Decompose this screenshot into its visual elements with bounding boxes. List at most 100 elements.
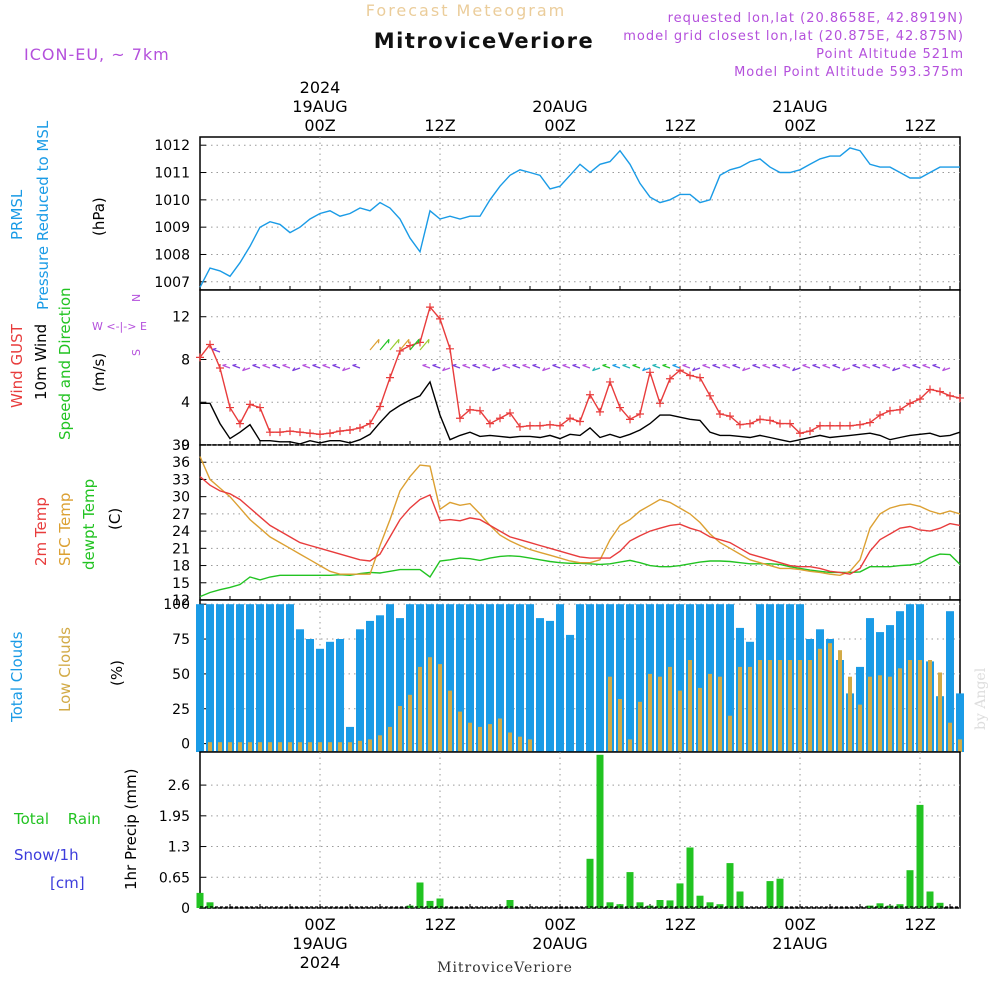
wind-direction-arrow: [442, 367, 451, 372]
low-cloud-bar: [438, 664, 442, 752]
total-cloud-bar: [366, 620, 374, 752]
wind-direction-arrow: [399, 338, 410, 351]
wind-direction-arrow: [642, 367, 651, 372]
wind-gust-marker: [286, 427, 294, 436]
wind-gust-marker: [376, 402, 384, 411]
rain-bar: [936, 902, 944, 908]
precip-unit: 1hr Precip (mm): [122, 769, 140, 890]
pressure-ytick-label: 1010: [154, 193, 190, 209]
wind-direction-arrow: [782, 363, 791, 369]
wind-gust-marker: [696, 373, 704, 382]
wind-direction-arrow: [832, 363, 841, 369]
total-cloud-bar: [446, 604, 454, 752]
wind-direction-arrow: [379, 338, 390, 351]
wind-gust-marker: [856, 420, 864, 429]
wind-ytick-label: 8: [181, 352, 190, 368]
wind-direction-arrow: [672, 363, 681, 369]
wind-ytick-label: 0: [181, 438, 190, 454]
bottom-time-label: 21AUG: [772, 934, 827, 953]
bottom-time-label: 12Z: [904, 915, 935, 934]
snow-label: Snow/1h: [14, 846, 79, 864]
bottom-time-label: 00Z: [544, 915, 575, 934]
rain-bar: [426, 900, 434, 908]
compass-south: S: [130, 349, 143, 356]
precip-ytick-label: 1.95: [159, 809, 190, 825]
wind-direction-arrow: [552, 363, 561, 369]
total-cloud-label: Total Clouds: [8, 631, 26, 723]
bottom-time-label: 2024: [300, 953, 341, 972]
wind-gust-marker: [446, 344, 454, 353]
wind-gust-marker: [566, 414, 574, 423]
prmsl-series: [199, 147, 960, 288]
wind-gust-marker: [746, 419, 754, 428]
total-cloud-bar: [946, 611, 954, 752]
wind-gust-marker: [436, 314, 444, 323]
wind-gust-marker: [316, 430, 324, 439]
temp-frame: [199, 444, 961, 601]
low-cloud-bar: [338, 742, 342, 752]
low-cloud-bar: [678, 690, 682, 752]
wind-direction-arrow: [542, 367, 551, 372]
wind-labels: Wind GUST 10m Wind Speed and Direction (…: [8, 287, 147, 440]
low-cloud-bar: [688, 660, 692, 752]
wind-gust-marker: [386, 373, 394, 382]
wind-gust-marker: [916, 395, 924, 404]
total-cloud-bar: [346, 726, 354, 752]
total-cloud-bar: [516, 604, 524, 752]
rain-bar: [726, 863, 734, 908]
total-cloud-bar: [496, 604, 504, 752]
low-cloud-bar: [408, 694, 412, 752]
pressure-ytick-label: 1008: [154, 247, 190, 263]
cloud-labels: Total Clouds Low Clouds (%): [8, 627, 126, 723]
point-altitude: Point Altitude 521m: [816, 47, 964, 62]
wind-direction-arrow: [252, 363, 261, 369]
rain-bar: [736, 891, 744, 908]
rain-bar: [196, 892, 204, 908]
wind-direction-arrow: [682, 363, 691, 369]
low-cloud-bar: [618, 699, 622, 752]
wind-gust-marker: [536, 421, 544, 430]
wind-gust-marker: [626, 415, 634, 424]
low-cloud-bar: [388, 726, 392, 752]
cloud-ytick-label: 25: [172, 702, 190, 718]
wind-gust-marker: [786, 419, 794, 428]
low-cloud-bar: [798, 660, 802, 752]
wind-gust-marker: [416, 338, 424, 347]
wind-direction-arrow: [572, 363, 581, 369]
low-cloud-bar: [718, 676, 722, 752]
wind-direction-arrow: [312, 363, 321, 369]
low-cloud-bar: [948, 722, 952, 752]
total-rain-label: Total Rain: [13, 810, 101, 828]
rain-bar: [656, 900, 664, 908]
wind-direction-arrow: [292, 367, 301, 372]
temp-unit: (C): [106, 508, 124, 530]
wind-direction-arrow: [322, 363, 331, 369]
pressure-ytick-label: 1009: [154, 220, 190, 236]
low-cloud-bar: [648, 673, 652, 752]
total-cloud-bar: [326, 641, 334, 752]
requested-coords: requested lon,lat (20.8658E, 42.8919N): [668, 11, 964, 26]
wind-direction-arrow: [632, 363, 641, 369]
rain-bar: [636, 902, 644, 908]
wind-direction-arrow: [242, 367, 251, 372]
temp-dew-label: dewpt Temp: [80, 479, 98, 570]
low-cloud-bar: [808, 660, 812, 752]
wind-direction-arrow: [492, 367, 501, 372]
low-cloud-bar: [208, 742, 212, 752]
total-cloud-bar: [356, 629, 364, 752]
total-cloud-bar: [636, 604, 644, 752]
total-cloud-bar: [306, 639, 314, 752]
total-cloud-bar: [266, 604, 274, 752]
wind-gust-marker: [486, 419, 494, 428]
rain-bar: [876, 903, 884, 908]
total-cloud-bar: [696, 604, 704, 752]
wind-direction-arrow: [852, 363, 861, 369]
pressure-label-1: PRMSL: [8, 189, 26, 240]
total-cloud-bar: [456, 604, 464, 752]
wind-10m-series: [200, 380, 961, 445]
panels: 1007100810091010101110120481212151821242…: [154, 137, 964, 917]
wind-gust-marker: [876, 411, 884, 420]
low-cloud-bar: [778, 660, 782, 752]
temp-ytick-label: 15: [172, 576, 190, 592]
